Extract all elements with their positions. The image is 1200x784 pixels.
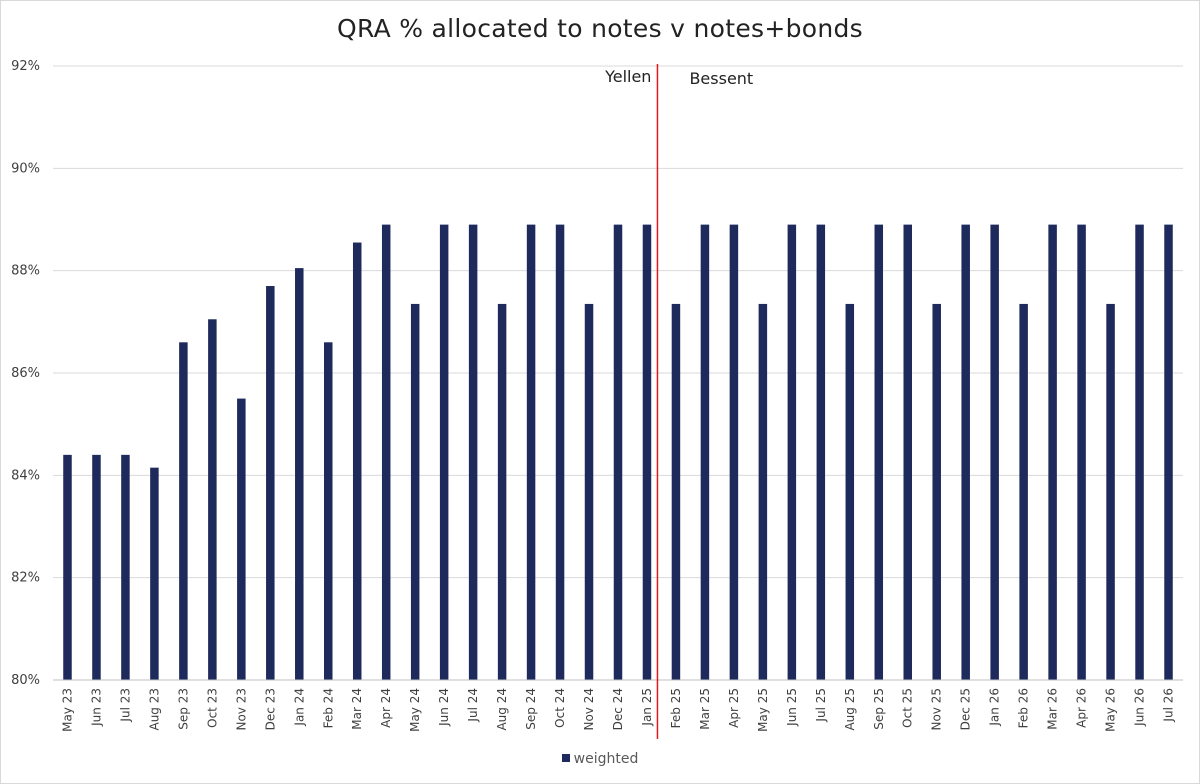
y-tick-label: 90% xyxy=(11,161,40,176)
bar xyxy=(468,224,478,680)
bar xyxy=(642,224,652,680)
x-tick-label: Mar 24 xyxy=(350,688,364,730)
bars xyxy=(63,224,1173,680)
bar xyxy=(526,224,536,680)
bar xyxy=(179,342,188,680)
x-tick-label: Jun 25 xyxy=(785,688,799,727)
x-tick-label: Mar 25 xyxy=(698,688,712,730)
bar xyxy=(497,303,507,680)
bar xyxy=(439,224,449,680)
bar xyxy=(729,224,739,680)
bar xyxy=(613,224,623,680)
bar xyxy=(584,303,594,680)
bar xyxy=(903,224,912,680)
x-tick-label: Sep 23 xyxy=(176,688,190,730)
bar xyxy=(150,467,159,680)
x-tick-label: Oct 24 xyxy=(553,688,567,728)
x-tick-label: Nov 23 xyxy=(234,688,248,731)
bar xyxy=(1077,224,1086,680)
x-tick-label: Feb 26 xyxy=(1017,688,1031,728)
bar xyxy=(381,224,391,680)
bar xyxy=(410,303,420,680)
x-tick-label: Dec 24 xyxy=(611,688,625,730)
bar xyxy=(816,224,826,680)
bar xyxy=(874,224,884,680)
chart-title: QRA % allocated to notes v notes+bonds xyxy=(336,14,864,43)
y-tick-label: 92% xyxy=(11,59,40,74)
bar xyxy=(266,286,275,680)
bar xyxy=(1106,303,1115,680)
x-tick-label: May 26 xyxy=(1104,688,1118,732)
x-tick-label: May 25 xyxy=(756,688,770,732)
bar xyxy=(237,398,246,680)
legend: weighted xyxy=(0,751,1200,767)
bar xyxy=(845,303,855,680)
x-tick-label: Dec 23 xyxy=(263,688,277,730)
x-tick-label: Jan 25 xyxy=(640,688,654,727)
y-tick-label: 88% xyxy=(11,264,40,279)
x-tick-label: Apr 24 xyxy=(379,688,393,728)
bar xyxy=(990,224,999,680)
bar xyxy=(63,454,72,680)
x-tick-label: Oct 23 xyxy=(205,688,219,728)
y-tick-label: 84% xyxy=(11,468,40,483)
x-tick-label: Aug 24 xyxy=(495,688,509,731)
bar xyxy=(961,224,970,680)
bar xyxy=(671,303,681,680)
bar xyxy=(1135,224,1144,680)
x-tick-label: Aug 23 xyxy=(147,688,161,731)
y-tick-label: 82% xyxy=(11,571,40,586)
x-tick-label: Aug 25 xyxy=(843,688,857,731)
bar xyxy=(555,224,565,680)
y-tick-label: 86% xyxy=(11,366,40,381)
x-tick-label: Mar 26 xyxy=(1046,688,1060,730)
x-tick-label: Jul 23 xyxy=(118,688,132,723)
legend-label: weighted xyxy=(573,751,639,767)
bar xyxy=(295,268,304,680)
bar xyxy=(324,342,333,680)
x-tick-label: Nov 25 xyxy=(930,688,944,731)
x-tick-label: Jun 23 xyxy=(89,688,103,727)
bar xyxy=(208,319,217,680)
bar xyxy=(932,303,941,680)
annotations: Yellen Bessent xyxy=(604,64,753,739)
x-tick-label: May 23 xyxy=(60,688,74,732)
axes: 80% 82% 84% 86% 88% 90% 92% May 23 Jun 23 Jul 23 A… xyxy=(11,59,1183,732)
bar xyxy=(92,454,101,680)
x-tick-label: Nov 24 xyxy=(582,688,596,731)
x-tick-label: Jan 26 xyxy=(988,688,1002,727)
x-tick-label: Oct 25 xyxy=(901,688,915,728)
x-tick-label: Jun 26 xyxy=(1133,688,1147,727)
x-tick-label: Dec 25 xyxy=(959,688,973,730)
bar xyxy=(1164,224,1173,680)
x-tick-label: Jan 24 xyxy=(292,688,306,727)
x-tick-label: Feb 24 xyxy=(321,688,335,728)
x-tick-label: Sep 25 xyxy=(872,688,886,730)
annotation-label: Bessent xyxy=(689,69,753,88)
x-tick-label: Sep 24 xyxy=(524,688,538,730)
bar xyxy=(121,454,130,680)
bar xyxy=(352,242,362,680)
bar xyxy=(700,224,710,680)
x-tick-label: Apr 25 xyxy=(727,688,741,728)
x-tick-label: Feb 25 xyxy=(669,688,683,728)
legend-swatch xyxy=(561,754,570,762)
annotation-label: Yellen xyxy=(604,67,651,86)
x-tick-label: May 24 xyxy=(408,688,422,732)
bar xyxy=(787,224,797,680)
x-tick-label: Jul 25 xyxy=(814,688,828,723)
x-tick-label: Jul 26 xyxy=(1162,688,1176,723)
x-tick-label: Jun 24 xyxy=(437,688,451,727)
bar xyxy=(1048,224,1057,680)
bar xyxy=(1019,303,1028,680)
y-tick-label: 80% xyxy=(11,673,40,688)
x-tick-label: Jul 24 xyxy=(466,688,480,723)
bar xyxy=(758,303,768,680)
x-tick-label: Apr 26 xyxy=(1075,688,1089,728)
